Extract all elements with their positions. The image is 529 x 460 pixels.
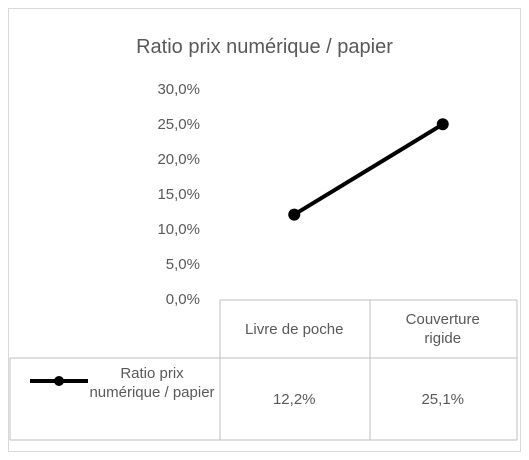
point-marker [436, 118, 449, 131]
series-line [293, 122, 444, 217]
category-label: Couverture rigide [405, 311, 480, 347]
data-table-value: 25,1% [421, 390, 465, 408]
y-tick-label: 15,0% [157, 186, 200, 203]
y-tick-label: 25,0% [157, 116, 200, 133]
data-table-value: 12,2% [272, 390, 316, 408]
chart-border [8, 8, 521, 452]
y-tick-label: 10,0% [157, 221, 200, 238]
category-label: Livre de poche [245, 320, 344, 338]
y-tick-label: 0,0% [165, 291, 200, 308]
y-tick-label: 30,0% [157, 81, 200, 98]
point-marker [288, 208, 301, 221]
legend-key-marker [54, 376, 64, 386]
legend-label: Ratio prix numérique / papier [89, 365, 215, 401]
y-tick-label: 5,0% [165, 256, 200, 273]
data-table-grid [9, 299, 518, 441]
y-tick-label: 20,0% [157, 151, 200, 168]
chart-title: Ratio prix numérique / papier [136, 36, 393, 58]
